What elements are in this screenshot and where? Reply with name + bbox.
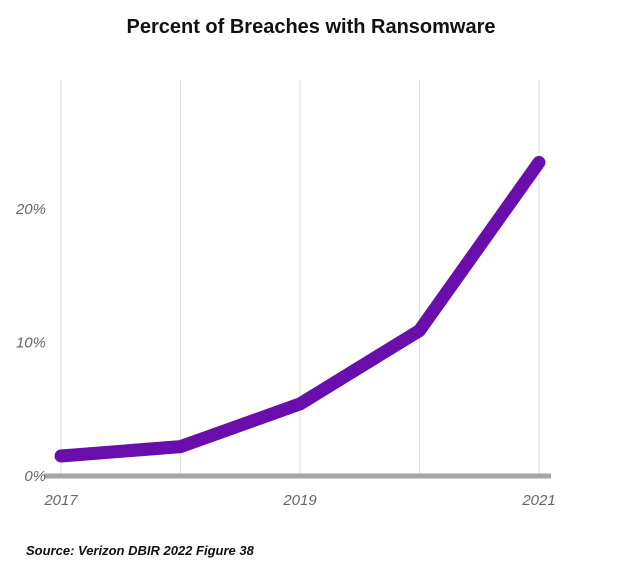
x-tick-label: 2019 (282, 492, 317, 509)
x-tick-label: 2021 (521, 492, 555, 509)
y-tick-labels: 0% 10% 20% (15, 201, 46, 485)
chart-title: Percent of Breaches with Ransomware (126, 16, 496, 38)
y-tick-label: 10% (16, 335, 46, 352)
y-tick-label: 20% (15, 201, 46, 218)
vertical-gridlines (60, 80, 540, 476)
source-note: Source: Verizon DBIR 2022 Figure 38 (26, 543, 254, 558)
y-tick-label: 0% (24, 468, 46, 485)
series-layer (54, 155, 546, 463)
x-tick-labels: 2017 2019 2021 (43, 492, 555, 509)
x-tick-label: 2017 (43, 492, 78, 509)
